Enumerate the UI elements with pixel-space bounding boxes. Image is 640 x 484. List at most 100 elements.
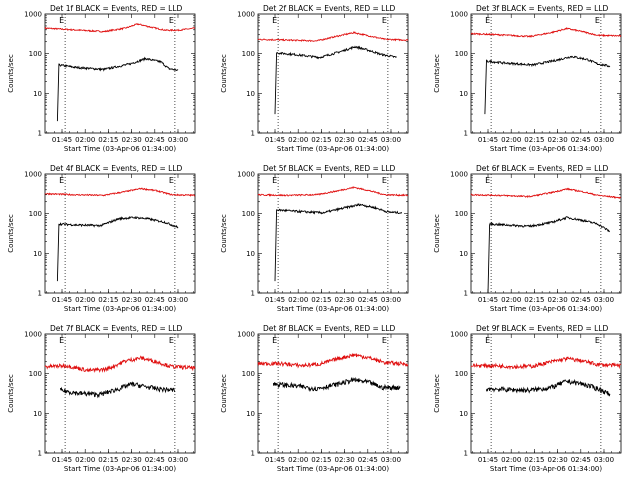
- y-tick-label: 1: [251, 130, 255, 138]
- events-series-line: [56, 56, 179, 122]
- y-tick-label: 1000: [237, 331, 255, 339]
- time-marker-label: E: [485, 176, 490, 185]
- panel-title: Det 2f BLACK = Events, RED = LLD: [263, 4, 396, 13]
- x-tick-label: 02:45: [571, 136, 591, 144]
- x-axis-label: Start Time (03-Apr-06 01:34:00): [277, 465, 389, 473]
- x-axis-label: Start Time (03-Apr-06 01:34:00): [64, 145, 176, 153]
- x-tick-label: 02:30: [335, 136, 355, 144]
- x-tick-label: 03:00: [168, 456, 188, 464]
- y-tick-label: 100: [29, 370, 42, 378]
- x-tick-label: 02:30: [122, 136, 142, 144]
- x-tick-label: 02:15: [311, 456, 331, 464]
- x-tick-label: 02:15: [311, 296, 331, 304]
- y-tick-label: 10: [459, 90, 468, 98]
- events-series-line: [274, 202, 402, 282]
- x-tick-label: 01:45: [478, 136, 498, 144]
- y-axis-label: Counts/sec: [220, 374, 228, 413]
- x-tick-label: 02:15: [98, 136, 118, 144]
- y-tick-label: 10: [33, 410, 42, 418]
- x-tick-label: 02:45: [145, 456, 165, 464]
- x-tick-label: 01:45: [265, 296, 285, 304]
- events-series-line: [487, 216, 610, 294]
- x-tick-label: 02:30: [335, 456, 355, 464]
- lld-series-line: [257, 31, 409, 43]
- y-tick-label: 10: [459, 250, 468, 258]
- x-tick-label: 02:15: [98, 296, 118, 304]
- panel-title: Det 8f BLACK = Events, RED = LLD: [263, 324, 396, 333]
- x-tick-label: 03:00: [594, 296, 614, 304]
- x-tick-label: 03:00: [381, 456, 401, 464]
- x-axis-label: Start Time (03-Apr-06 01:34:00): [490, 145, 602, 153]
- x-tick-label: 01:45: [478, 296, 498, 304]
- y-axis-label: Counts/sec: [433, 374, 441, 413]
- x-tick-label: 02:45: [145, 296, 165, 304]
- y-tick-label: 1: [251, 290, 255, 298]
- panel-title: Det 7f BLACK = Events, RED = LLD: [50, 324, 183, 333]
- time-marker-label: E: [382, 176, 387, 185]
- y-axis-label: Counts/sec: [433, 214, 441, 253]
- time-marker-label: E: [272, 336, 277, 345]
- y-tick-label: 1: [38, 450, 42, 458]
- x-tick-label: 02:30: [122, 456, 142, 464]
- x-tick-label: 02:00: [501, 136, 521, 144]
- y-tick-label: 100: [242, 210, 255, 218]
- y-tick-label: 1: [251, 450, 255, 458]
- panel-title: Det 9f BLACK = Events, RED = LLD: [476, 324, 609, 333]
- y-axis-label: Counts/sec: [433, 54, 441, 93]
- y-tick-label: 100: [29, 210, 42, 218]
- y-tick-label: 10: [246, 410, 255, 418]
- x-tick-label: 01:45: [265, 456, 285, 464]
- y-tick-label: 1000: [450, 331, 468, 339]
- time-marker-label: E: [272, 16, 277, 25]
- y-tick-label: 1000: [237, 11, 255, 19]
- plot-frame: [470, 173, 622, 294]
- events-series-line: [484, 55, 611, 115]
- plot-frame: [257, 333, 409, 454]
- time-marker-label: E: [595, 176, 600, 185]
- lld-series-line: [470, 187, 621, 199]
- panel-title: Det 6f BLACK = Events, RED = LLD: [476, 164, 609, 173]
- y-tick-label: 1000: [24, 11, 42, 19]
- plot-frame: [44, 173, 196, 294]
- y-tick-label: 100: [455, 370, 468, 378]
- events-series-line: [274, 45, 397, 115]
- y-axis-label: Counts/sec: [220, 54, 228, 93]
- y-tick-label: 100: [29, 50, 42, 58]
- x-tick-label: 02:45: [571, 296, 591, 304]
- x-tick-label: 02:30: [335, 296, 355, 304]
- y-axis-label: Counts/sec: [7, 374, 15, 413]
- lld-series-line: [470, 356, 622, 371]
- x-tick-label: 02:15: [524, 136, 544, 144]
- x-tick-label: 02:00: [75, 296, 95, 304]
- x-tick-label: 01:45: [52, 456, 72, 464]
- x-axis-label: Start Time (03-Apr-06 01:34:00): [490, 305, 602, 313]
- x-tick-label: 02:00: [288, 456, 308, 464]
- time-marker-label: E: [595, 16, 600, 25]
- time-marker-label: E: [169, 336, 174, 345]
- lld-series-line: [44, 187, 195, 197]
- y-tick-label: 1: [38, 290, 42, 298]
- x-tick-label: 02:45: [358, 296, 378, 304]
- x-axis-label: Start Time (03-Apr-06 01:34:00): [64, 465, 176, 473]
- y-tick-label: 1000: [450, 171, 468, 179]
- x-tick-label: 02:15: [524, 456, 544, 464]
- x-tick-label: 02:45: [571, 456, 591, 464]
- time-marker-label: E: [59, 336, 64, 345]
- x-tick-label: 03:00: [594, 456, 614, 464]
- plot-frame: [44, 13, 196, 134]
- lld-series-line: [44, 355, 196, 374]
- x-tick-label: 03:00: [168, 136, 188, 144]
- x-tick-label: 02:00: [501, 456, 521, 464]
- y-tick-label: 100: [242, 370, 255, 378]
- events-series-line: [486, 378, 611, 397]
- x-tick-label: 02:15: [311, 136, 331, 144]
- time-marker-label: E: [169, 176, 174, 185]
- x-tick-label: 01:45: [478, 456, 498, 464]
- panel-title: Det 3f BLACK = Events, RED = LLD: [476, 4, 609, 13]
- x-tick-label: 02:30: [548, 296, 568, 304]
- y-tick-label: 1: [464, 290, 468, 298]
- time-marker-label: E: [382, 336, 387, 345]
- lld-series-line: [257, 352, 409, 369]
- y-tick-label: 1000: [450, 11, 468, 19]
